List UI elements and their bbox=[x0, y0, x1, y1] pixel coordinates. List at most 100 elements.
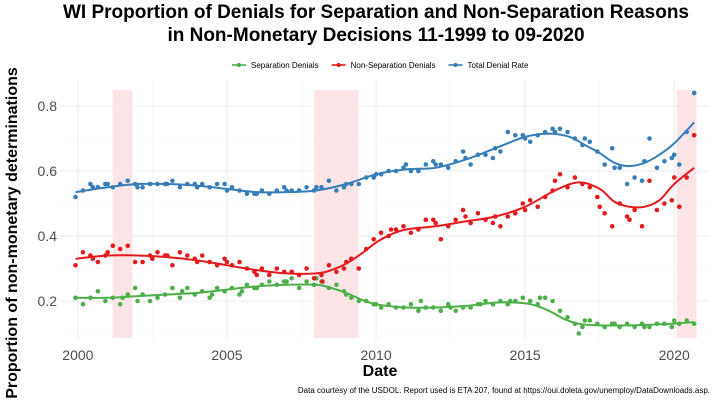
point-total-denial-rate bbox=[304, 185, 309, 190]
point-non-separation-denials bbox=[150, 256, 155, 262]
point-total-denial-rate bbox=[527, 139, 533, 145]
point-non-separation-denials bbox=[326, 263, 332, 268]
point-separation-denials bbox=[576, 331, 582, 336]
point-non-separation-denials bbox=[105, 250, 110, 255]
point-total-denial-rate bbox=[105, 181, 110, 187]
x-tick-label: 2000 bbox=[62, 347, 93, 363]
legend-marker-total-denial-rate bbox=[453, 63, 458, 67]
legend-label-separation-denials: Separation Denials bbox=[251, 61, 319, 70]
point-total-denial-rate bbox=[423, 162, 429, 167]
point-total-denial-rate bbox=[403, 162, 409, 167]
point-non-separation-denials bbox=[662, 201, 667, 206]
point-total-denial-rate bbox=[677, 162, 682, 167]
point-total-denial-rate bbox=[654, 165, 660, 171]
point-separation-denials bbox=[289, 276, 295, 281]
point-separation-denials bbox=[582, 318, 588, 323]
point-total-denial-rate bbox=[431, 159, 436, 164]
point-non-separation-denials bbox=[125, 243, 130, 249]
point-total-denial-rate bbox=[505, 129, 511, 135]
point-non-separation-denials bbox=[222, 256, 227, 262]
point-total-denial-rate bbox=[460, 149, 466, 154]
point-separation-denials bbox=[267, 279, 272, 284]
point-non-separation-denials bbox=[602, 211, 607, 216]
point-non-separation-denials bbox=[378, 230, 384, 236]
point-total-denial-rate bbox=[669, 155, 675, 161]
point-separation-denials bbox=[408, 302, 414, 307]
point-separation-denials bbox=[80, 302, 86, 307]
recession-band bbox=[314, 90, 359, 338]
point-separation-denials bbox=[537, 295, 543, 301]
point-total-denial-rate bbox=[222, 181, 227, 187]
point-total-denial-rate bbox=[612, 165, 617, 171]
point-non-separation-denials bbox=[597, 204, 602, 210]
point-total-denial-rate bbox=[617, 165, 622, 171]
point-non-separation-denials bbox=[408, 230, 414, 236]
point-non-separation-denials bbox=[595, 194, 600, 200]
point-separation-denials bbox=[587, 318, 593, 323]
point-total-denial-rate bbox=[416, 168, 421, 174]
point-non-separation-denials bbox=[267, 272, 272, 278]
point-total-denial-rate bbox=[88, 181, 93, 187]
point-separation-denials bbox=[542, 295, 548, 301]
legend-marker-separation-denials bbox=[237, 63, 241, 67]
point-non-separation-denials bbox=[304, 266, 309, 271]
point-total-denial-rate bbox=[639, 178, 645, 184]
point-total-denial-rate bbox=[691, 90, 697, 96]
point-total-denial-rate bbox=[624, 181, 630, 187]
point-non-separation-denials bbox=[431, 217, 436, 223]
point-separation-denials bbox=[520, 295, 526, 301]
point-separation-denials bbox=[170, 285, 175, 291]
point-separation-denials bbox=[557, 308, 563, 314]
point-total-denial-rate bbox=[602, 162, 607, 167]
point-total-denial-rate bbox=[662, 159, 667, 164]
point-separation-denials bbox=[378, 305, 384, 310]
point-non-separation-denials bbox=[401, 224, 406, 229]
point-total-denial-rate bbox=[468, 162, 473, 167]
point-non-separation-denials bbox=[320, 279, 325, 284]
point-non-separation-denials bbox=[490, 220, 496, 226]
trend-line-non-separation-denials bbox=[75, 167, 695, 275]
point-separation-denials bbox=[209, 292, 215, 297]
point-separation-denials bbox=[296, 285, 302, 291]
point-separation-denials bbox=[147, 298, 153, 304]
point-non-separation-denials bbox=[341, 266, 347, 271]
chart-subtitle: in Non-Monetary Decisions 11-1999 to 09-… bbox=[167, 25, 584, 46]
point-total-denial-rate bbox=[582, 136, 588, 141]
point-total-denial-rate bbox=[490, 155, 496, 161]
plot-area: 2000 2005 2010 2015 2020 0.2 0.4 0.6 0.8 bbox=[38, 80, 710, 363]
point-non-separation-denials bbox=[552, 178, 558, 184]
point-separation-denials bbox=[669, 324, 675, 330]
point-total-denial-rate bbox=[341, 185, 347, 190]
point-non-separation-denials bbox=[671, 175, 677, 180]
point-non-separation-denials bbox=[274, 266, 280, 271]
point-non-separation-denials bbox=[460, 207, 466, 213]
point-separation-denials bbox=[135, 298, 140, 304]
point-non-separation-denials bbox=[224, 259, 230, 265]
point-non-separation-denials bbox=[522, 207, 528, 213]
point-non-separation-denials bbox=[557, 172, 563, 177]
legend-label-non-separation-denials: Non-Separation Denials bbox=[351, 61, 436, 70]
recession-band bbox=[676, 90, 697, 338]
point-separation-denials bbox=[117, 302, 123, 307]
legend-label-total-denial-rate: Total Denial Rate bbox=[468, 61, 529, 70]
caption: Data courtesy of the USDOL. Report used … bbox=[298, 386, 710, 395]
y-tick-label: 0.6 bbox=[38, 163, 58, 179]
point-total-denial-rate bbox=[140, 185, 145, 190]
point-non-separation-denials bbox=[609, 224, 615, 229]
point-total-denial-rate bbox=[433, 162, 439, 167]
trend-line-separation-denials bbox=[75, 283, 695, 327]
point-non-separation-denials bbox=[334, 269, 339, 275]
point-non-separation-denials bbox=[572, 175, 578, 180]
point-non-separation-denials bbox=[356, 266, 362, 271]
point-non-separation-denials bbox=[632, 207, 637, 213]
point-non-separation-denials bbox=[468, 220, 473, 226]
point-total-denial-rate bbox=[244, 191, 250, 197]
point-separation-denials bbox=[284, 279, 289, 284]
point-total-denial-rate bbox=[334, 188, 339, 193]
point-non-separation-denials bbox=[513, 211, 518, 216]
point-non-separation-denials bbox=[237, 259, 242, 265]
point-non-separation-denials bbox=[438, 237, 444, 242]
y-tick-label: 0.4 bbox=[38, 228, 58, 244]
point-separation-denials bbox=[550, 298, 555, 304]
point-non-separation-denials bbox=[505, 214, 511, 219]
